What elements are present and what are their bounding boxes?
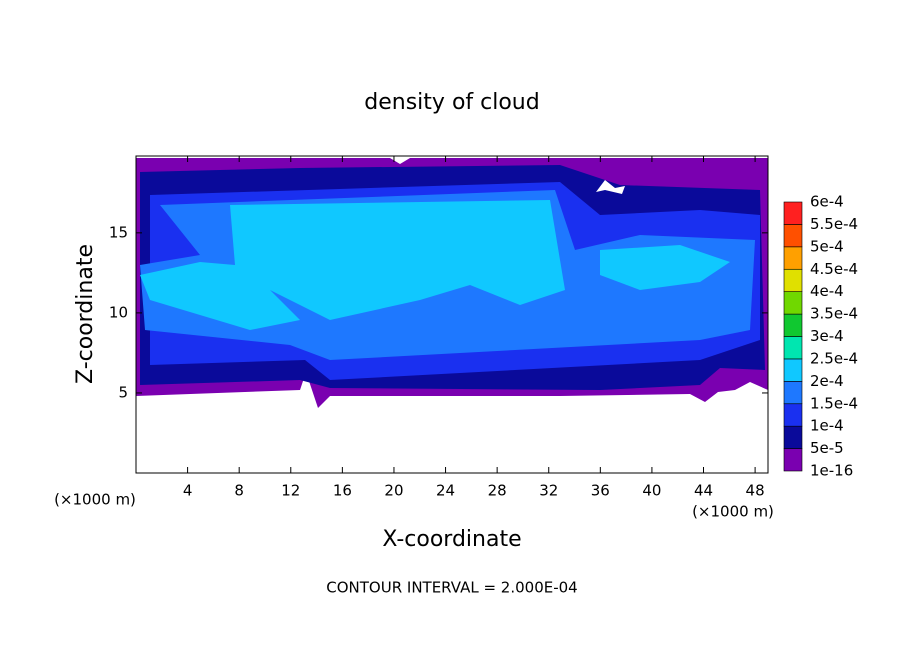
- x-axis-title: X-coordinate: [382, 527, 521, 552]
- colorbar-box: [783, 336, 803, 360]
- colorbar-box: [783, 291, 803, 315]
- unit-label: (×1000 m): [692, 503, 774, 521]
- x-tick-label: 16: [333, 482, 352, 500]
- x-tick-label: 4: [183, 482, 193, 500]
- y-axis-title: Z-coordinate: [73, 244, 98, 384]
- x-tick-label: 44: [694, 482, 713, 500]
- x-tick-label: 28: [488, 482, 507, 500]
- x-tick-label: 20: [384, 482, 403, 500]
- colorbar-box: [783, 448, 803, 472]
- colorbar-box: [783, 381, 803, 405]
- colorbar-label: 2e-4: [810, 372, 844, 390]
- field-cyan-right: [600, 245, 730, 290]
- colorbar-label: 1.5e-4: [810, 394, 858, 412]
- colorbar-box: [783, 268, 803, 292]
- field-cyan: [140, 200, 565, 330]
- colorbar-label: 3.5e-4: [810, 305, 858, 323]
- colorbar-label: 6e-4: [810, 193, 844, 211]
- x-tick-label: 40: [642, 482, 661, 500]
- colorbar-box: [783, 224, 803, 248]
- footer-note: CONTOUR INTERVAL = 2.000E-04: [326, 579, 577, 597]
- colorbar-label: 1e-4: [810, 417, 844, 435]
- colorbar-box: [783, 246, 803, 270]
- colorbar-box: [783, 425, 803, 449]
- unit-label: (×1000 m): [54, 491, 136, 509]
- colorbar-label: 3e-4: [810, 327, 844, 345]
- colorbar-box: [783, 201, 803, 225]
- colorbar-label: 1e-16: [810, 462, 853, 480]
- colorbar-label: 5e-5: [810, 439, 844, 457]
- x-tick-label: 36: [591, 482, 610, 500]
- x-tick-label: 48: [746, 482, 765, 500]
- chart-title: density of cloud: [364, 90, 539, 115]
- colorbar-label: 5.5e-4: [810, 215, 858, 233]
- colorbar-box: [783, 313, 803, 337]
- y-tick-label: 15: [109, 223, 128, 241]
- colorbar-label: 2.5e-4: [810, 349, 858, 367]
- x-tick-label: 24: [436, 482, 455, 500]
- colorbar-box: [783, 403, 803, 427]
- plot-frame: [135, 155, 769, 474]
- colorbar-label: 4.5e-4: [810, 260, 858, 278]
- field: [136, 158, 768, 408]
- x-tick-label: 32: [539, 482, 558, 500]
- y-tick-label: 10: [109, 303, 128, 321]
- colorbar-label: 4e-4: [810, 282, 844, 300]
- field-gap: [596, 180, 625, 194]
- x-tick-label: 8: [234, 482, 244, 500]
- colorbar-label: 5e-4: [810, 237, 844, 255]
- y-tick-label: 5: [118, 383, 128, 401]
- colorbar-box: [783, 358, 803, 382]
- x-tick-label: 12: [281, 482, 300, 500]
